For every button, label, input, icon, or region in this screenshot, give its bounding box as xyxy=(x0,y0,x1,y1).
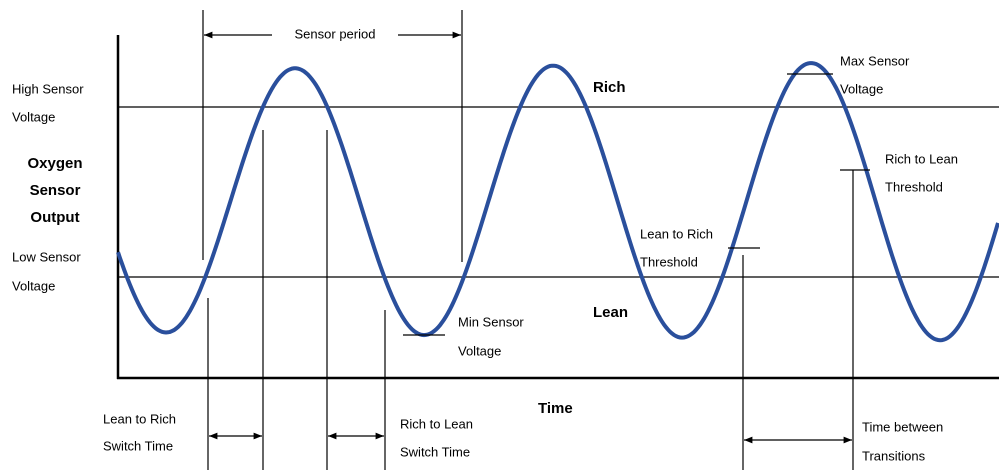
sensor-wave xyxy=(116,61,999,343)
label: Lean to Rich xyxy=(640,226,713,241)
label: Rich to Lean xyxy=(400,416,473,431)
label: Min Sensor xyxy=(458,314,524,329)
y-label: Output xyxy=(30,209,79,226)
label: Threshold xyxy=(640,254,698,269)
zone-label: Rich xyxy=(593,79,626,96)
label: Rich to Lean xyxy=(885,151,958,166)
label: Switch Time xyxy=(400,444,470,459)
label: Sensor period xyxy=(295,26,376,41)
label: Low Sensor xyxy=(12,249,81,264)
label: Voltage xyxy=(840,81,883,96)
y-label: Oxygen xyxy=(27,155,82,172)
label: Lean to Rich xyxy=(103,411,176,426)
x-label: Time xyxy=(538,400,573,417)
label: Switch Time xyxy=(103,438,173,453)
label: Threshold xyxy=(885,179,943,194)
markers xyxy=(202,10,870,470)
label: Max Sensor xyxy=(840,53,910,68)
label: Voltage xyxy=(458,343,501,358)
label: High Sensor xyxy=(12,81,84,96)
labels: High Sensor Voltage Low Sensor Voltage O… xyxy=(12,26,958,463)
label: Voltage xyxy=(12,278,55,293)
label: Time between xyxy=(862,419,943,434)
y-label: Sensor xyxy=(30,182,81,199)
label: Voltage xyxy=(12,109,55,124)
label: Transitions xyxy=(862,448,926,463)
zone-label: Lean xyxy=(593,304,628,321)
